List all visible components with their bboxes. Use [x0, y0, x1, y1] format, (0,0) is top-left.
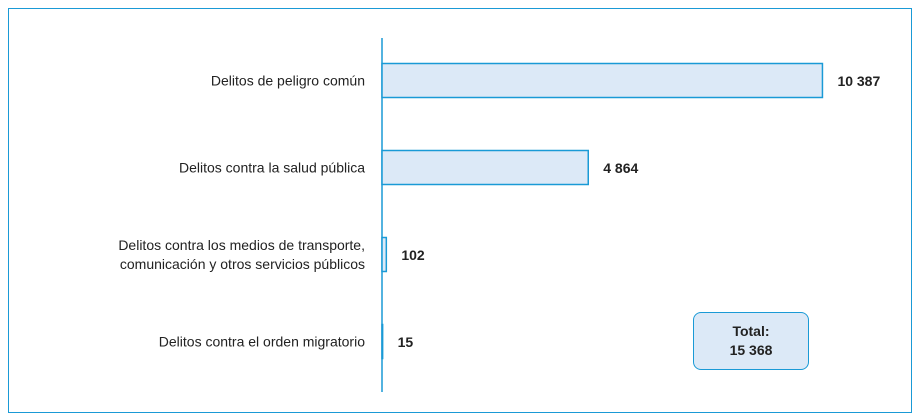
value-label: 102 [401, 246, 425, 263]
value-label: 10 387 [837, 72, 881, 89]
category-label: Delitos contra la salud pública [179, 159, 365, 175]
bar [381, 149, 590, 186]
total-title: Total: [732, 323, 770, 339]
bar [381, 323, 384, 360]
total-box: Total: 15 368 [693, 312, 809, 370]
value-label: 15 [397, 333, 414, 350]
category-label: Delitos contra el orden migratorio [158, 333, 365, 349]
category-label: Delitos de peligro común [210, 72, 365, 88]
category-label: Delitos contra los medios de transporte,… [118, 236, 365, 272]
frame [8, 8, 912, 413]
bar [381, 62, 824, 99]
total-value: 15 368 [729, 342, 773, 358]
value-label: 4 864 [603, 159, 639, 176]
bar [381, 236, 388, 273]
